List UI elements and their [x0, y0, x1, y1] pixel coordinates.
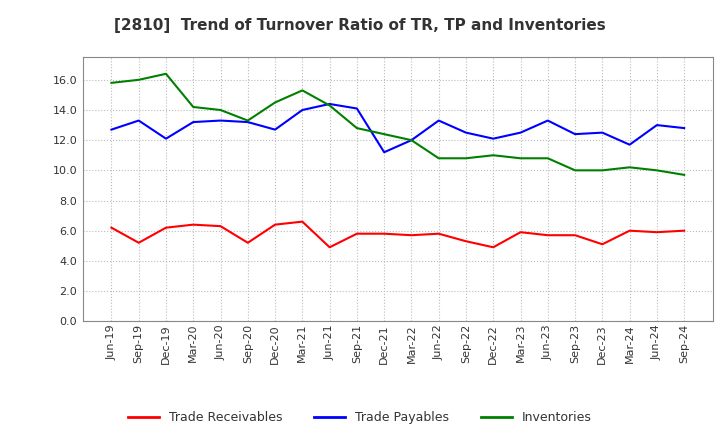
Trade Receivables [516, 230, 525, 235]
Trade Payables [544, 118, 552, 123]
Trade Payables [271, 127, 279, 132]
Trade Payables [598, 130, 607, 135]
Trade Receivables [462, 238, 470, 244]
Trade Payables [434, 118, 443, 123]
Trade Payables [516, 130, 525, 135]
Trade Receivables [380, 231, 389, 236]
Trade Payables [107, 127, 116, 132]
Trade Receivables [135, 240, 143, 246]
Legend: Trade Receivables, Trade Payables, Inventories: Trade Receivables, Trade Payables, Inven… [123, 407, 597, 429]
Trade Payables [216, 118, 225, 123]
Inventories [598, 168, 607, 173]
Trade Receivables [489, 245, 498, 250]
Inventories [516, 156, 525, 161]
Inventories [544, 156, 552, 161]
Trade Payables [243, 119, 252, 125]
Inventories [434, 156, 443, 161]
Inventories [325, 103, 334, 108]
Inventories [216, 107, 225, 113]
Inventories [680, 172, 688, 177]
Inventories [489, 153, 498, 158]
Trade Payables [462, 130, 470, 135]
Trade Receivables [107, 225, 116, 230]
Line: Inventories: Inventories [112, 74, 684, 175]
Trade Receivables [598, 242, 607, 247]
Trade Payables [680, 125, 688, 131]
Inventories [652, 168, 661, 173]
Trade Payables [571, 132, 580, 137]
Trade Receivables [325, 245, 334, 250]
Trade Payables [625, 142, 634, 147]
Inventories [353, 125, 361, 131]
Inventories [462, 156, 470, 161]
Trade Payables [380, 150, 389, 155]
Line: Trade Payables: Trade Payables [112, 104, 684, 152]
Inventories [298, 88, 307, 93]
Trade Payables [162, 136, 171, 141]
Trade Receivables [243, 240, 252, 246]
Trade Receivables [298, 219, 307, 224]
Trade Receivables [625, 228, 634, 233]
Trade Receivables [434, 231, 443, 236]
Trade Receivables [571, 233, 580, 238]
Inventories [571, 168, 580, 173]
Inventories [107, 80, 116, 85]
Trade Payables [407, 138, 415, 143]
Trade Payables [298, 107, 307, 113]
Trade Payables [489, 136, 498, 141]
Trade Receivables [353, 231, 361, 236]
Trade Receivables [271, 222, 279, 227]
Inventories [162, 71, 171, 77]
Trade Receivables [162, 225, 171, 230]
Inventories [243, 118, 252, 123]
Trade Payables [325, 101, 334, 106]
Trade Receivables [652, 230, 661, 235]
Inventories [407, 138, 415, 143]
Line: Trade Receivables: Trade Receivables [112, 222, 684, 247]
Trade Payables [652, 122, 661, 128]
Inventories [380, 132, 389, 137]
Trade Payables [135, 118, 143, 123]
Trade Receivables [680, 228, 688, 233]
Text: [2810]  Trend of Turnover Ratio of TR, TP and Inventories: [2810] Trend of Turnover Ratio of TR, TP… [114, 18, 606, 33]
Trade Receivables [216, 224, 225, 229]
Trade Receivables [189, 222, 197, 227]
Trade Payables [189, 119, 197, 125]
Inventories [625, 165, 634, 170]
Trade Payables [353, 106, 361, 111]
Inventories [135, 77, 143, 82]
Inventories [189, 104, 197, 110]
Inventories [271, 100, 279, 105]
Trade Receivables [544, 233, 552, 238]
Trade Receivables [407, 233, 415, 238]
